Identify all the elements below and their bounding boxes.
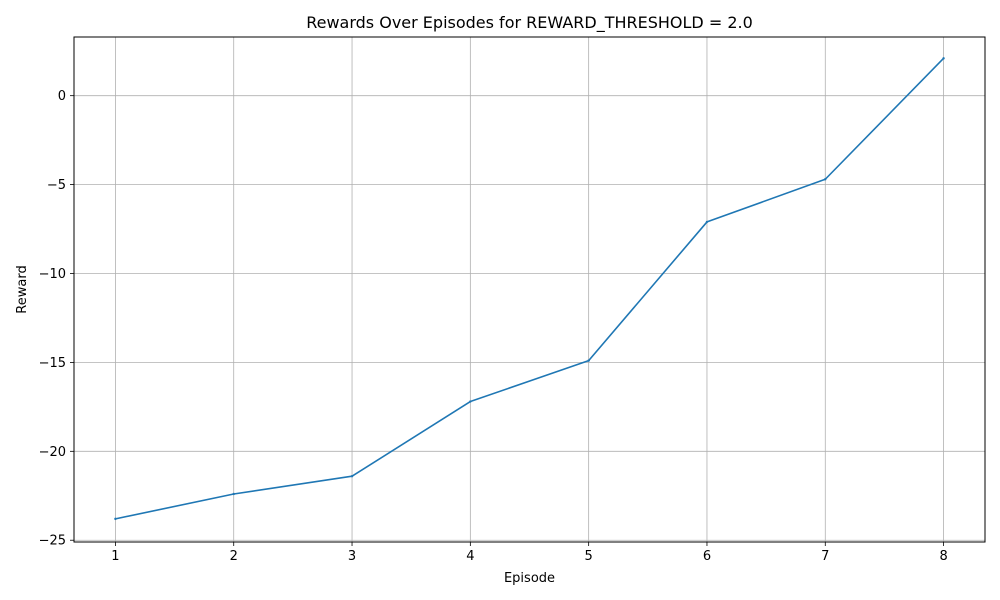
series-line xyxy=(115,57,945,520)
grid xyxy=(74,37,985,542)
x-tick-label: 2 xyxy=(230,549,238,564)
x-axis-label: Episode xyxy=(504,571,555,586)
x-tick-label: 3 xyxy=(348,549,356,564)
x-tick-label: 4 xyxy=(466,549,474,564)
data-point xyxy=(587,359,590,362)
y-tick-label: −25 xyxy=(39,534,66,549)
x-tick-label: 5 xyxy=(585,549,593,564)
y-tick-label: −20 xyxy=(39,445,66,460)
chart-title: Rewards Over Episodes for REWARD_THRESHO… xyxy=(306,13,753,33)
ticks: 1 2 3 4 5 6 7 8 0 −5 −10 −15 −20 −25 xyxy=(39,89,948,564)
y-axis-label: Reward xyxy=(15,265,30,313)
series-layer xyxy=(114,57,945,521)
y-tick-label: −10 xyxy=(39,267,66,282)
x-tick-label: 7 xyxy=(821,549,829,564)
data-point xyxy=(114,517,117,521)
y-tick-label: −5 xyxy=(47,178,66,193)
data-point xyxy=(350,475,354,478)
data-point xyxy=(232,492,235,496)
y-tick-label: 0 xyxy=(58,89,66,104)
x-tick-label: 6 xyxy=(703,549,711,564)
data-point xyxy=(469,400,472,403)
x-tick-label: 1 xyxy=(111,549,119,564)
data-point xyxy=(942,57,945,60)
x-tick-label: 8 xyxy=(939,549,947,564)
plot-frame xyxy=(73,36,986,543)
data-point xyxy=(705,220,709,224)
data-point xyxy=(824,178,827,181)
y-tick-label: −15 xyxy=(39,356,66,371)
